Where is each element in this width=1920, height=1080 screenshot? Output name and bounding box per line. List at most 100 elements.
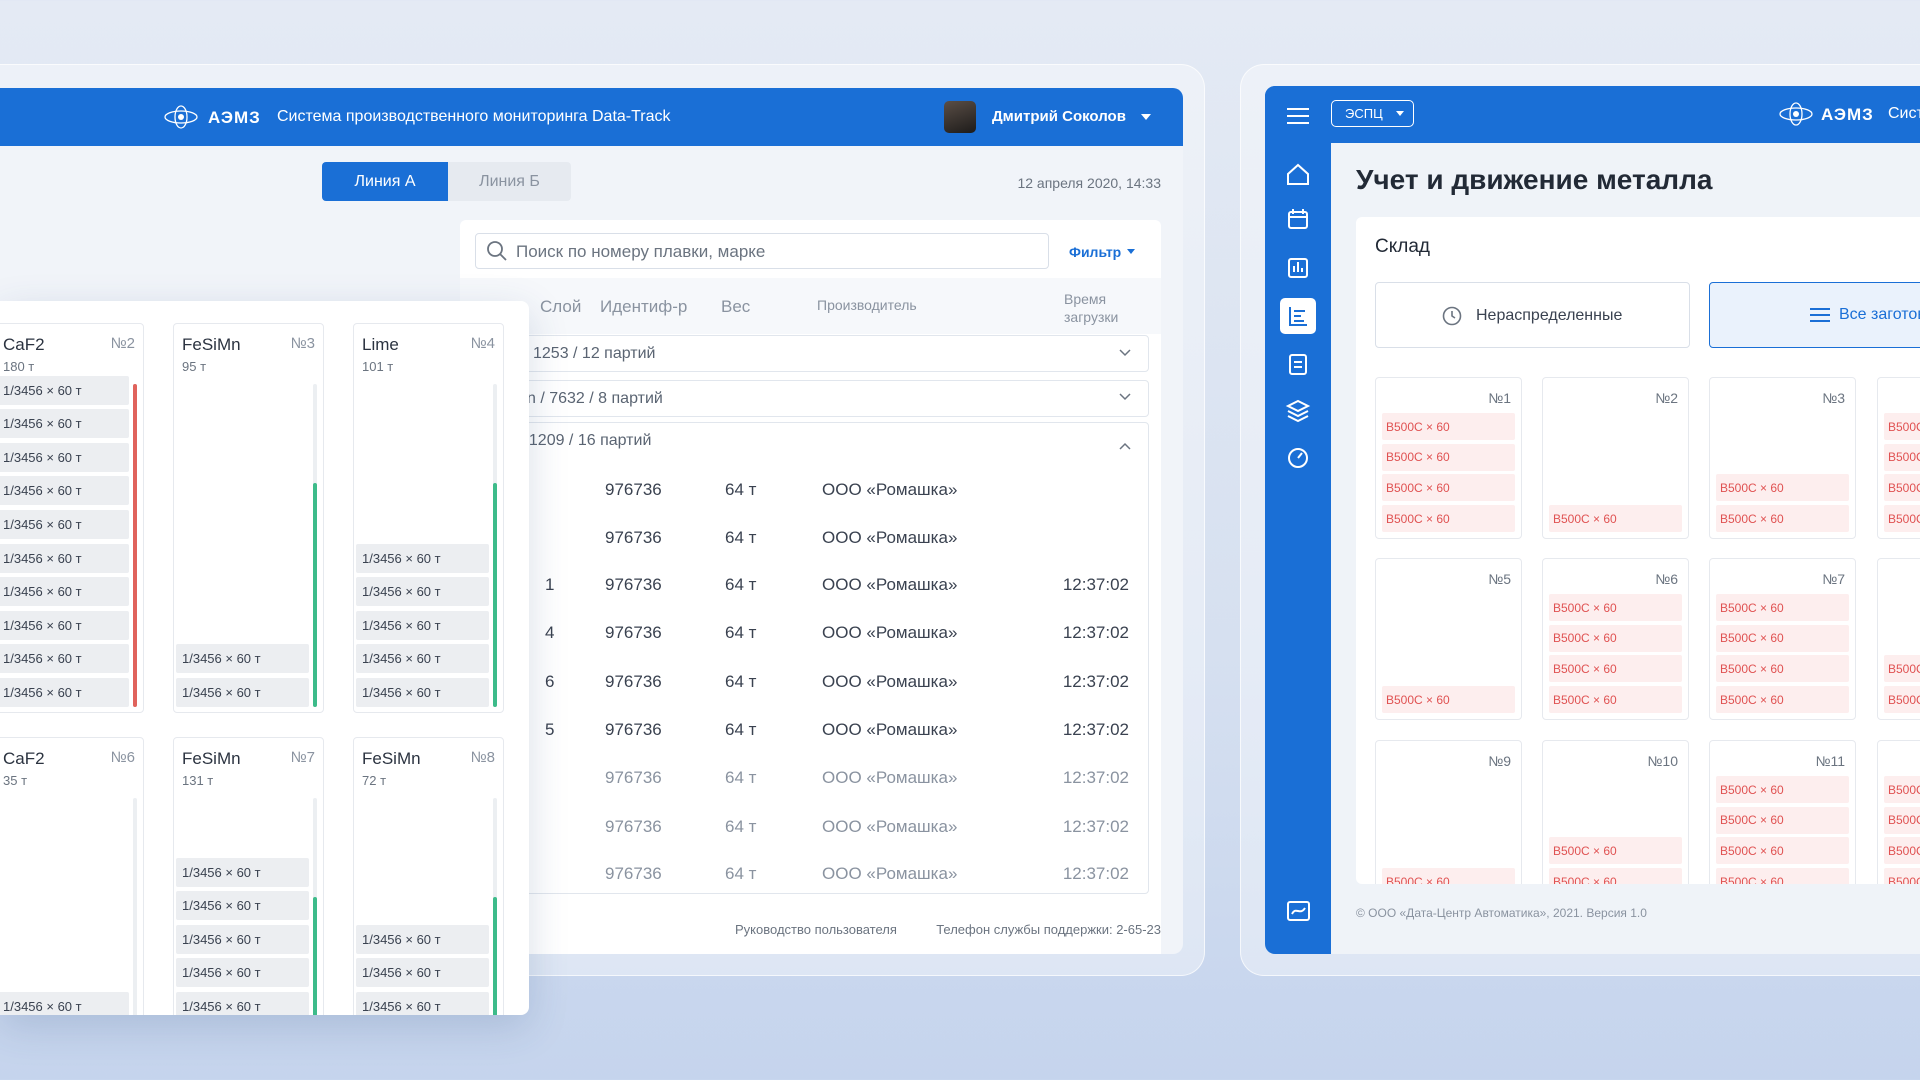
cell: ООО «Ромашка» [822, 575, 958, 594]
bunker-item: 1/3456 × 60 т [356, 610, 489, 640]
stock-item: В500С × 60 [1382, 505, 1515, 532]
bunker-name: FeSiMn [362, 749, 421, 768]
stock-item: В500С × 60 [1716, 474, 1849, 502]
footer-link[interactable]: Руководство пользователя [735, 922, 897, 937]
bunker-card[interactable]: FeSiMn №3 95 т 1/3456 × 60 т 1/3456 × 60 т [173, 323, 324, 713]
filter-caret [1127, 249, 1135, 254]
stock-item: В500С × 60 [1884, 505, 1920, 532]
stock-card[interactable]: №3 В500С × 60 В500С × 60 [1709, 377, 1856, 539]
nav-icons[interactable] [1265, 146, 1331, 954]
stock-card[interactable]: №5 В500С × 60 [1375, 558, 1522, 720]
bunker-name: CaF2 [3, 749, 45, 768]
cell: 976736 [605, 672, 662, 691]
bunker-number: №8 [470, 749, 495, 766]
bunker-card[interactable]: CaF2 №2 180 т 1/3456 × 60 т 1/3456 × 60 т 1/3… [0, 323, 144, 713]
stock-card[interactable]: №1 В500С × 60 В500С × 60 В500С × 60 В500С × … [1375, 377, 1522, 539]
bunker-number: №7 [290, 749, 315, 766]
dropdown-caret[interactable] [1141, 114, 1151, 120]
bunker-card[interactable]: Lime №4 101 т 1/3456 × 60 т 1/3456 × 60 т 1/3… [353, 323, 504, 713]
search-box[interactable] [475, 233, 1049, 269]
tab[interactable]: Все заготовки [1709, 282, 1920, 348]
bunker-item: 1/3456 × 60 т [356, 577, 489, 607]
stock-item: В500С × 60 [1549, 505, 1682, 532]
group-label: / 1209 / 16 партий [520, 432, 652, 449]
tab[interactable]: Нераспределенные [1375, 282, 1690, 348]
menu-button[interactable] [1286, 107, 1310, 125]
chevron-down[interactable] [1119, 393, 1131, 401]
table-header [460, 278, 1161, 334]
card-number: №6 [1655, 571, 1678, 587]
bunker-item: 1/3456 × 60 т [0, 610, 129, 640]
bunker-card[interactable]: FeSiMn №8 72 т 1/3456 × 60 т 1/3456 × 60 т 1/… [353, 737, 504, 1015]
stock-card[interactable]: №6 В500С × 60 В500С × 60 В500С × 60 В500С × … [1542, 558, 1689, 720]
cell: 976736 [605, 720, 662, 739]
tab[interactable]: Линия А [322, 162, 448, 201]
stock-item: В500С × 60 [1716, 655, 1849, 683]
user-name[interactable]: Дмитрий Соколов [992, 108, 1126, 125]
stock-card[interactable]: №7 В500С × 60 В500С × 60 В500С × 60 В500С × … [1709, 558, 1856, 720]
bunker-item: 1/3456 × 60 т [356, 958, 489, 988]
selector-label[interactable]: ЭСПЦ [1345, 106, 1383, 121]
cell: 12:37:02 [1062, 672, 1129, 691]
stock-item: В500С × 60 [1549, 594, 1682, 622]
bunker-number: №3 [290, 335, 315, 352]
selector[interactable] [1331, 100, 1414, 127]
stock-item: В500С × 60 [1884, 443, 1920, 471]
bunker-item: 1/3456 × 60 т [176, 992, 309, 1015]
bunker-weight: 72 т [362, 773, 387, 788]
bunker-item: 1/3456 × 60 т [0, 476, 129, 506]
bunker-weight: 95 т [182, 359, 207, 374]
stock-item: В500С × 60 [1382, 443, 1515, 471]
bunker-card[interactable]: CaF2 №6 35 т 1/3456 × 60 т [0, 737, 144, 1015]
cell: 976736 [605, 768, 662, 787]
bunker-name: Lime [362, 335, 399, 354]
bunker-weight: 35 т [3, 773, 28, 788]
clock-icon [1442, 306, 1462, 326]
stock-card[interactable]: В500С × 60 В500С × 60 [1877, 558, 1920, 720]
column-header: Вес [721, 297, 751, 316]
stock-card[interactable]: №10 В500С × 60 В500С × 60 [1542, 740, 1689, 884]
cell: ООО «Ромашка» [822, 480, 958, 499]
filter-button[interactable]: Фильтр [1069, 244, 1122, 260]
group-label: n / 7632 / 8 партий [527, 390, 663, 407]
dropdown-caret[interactable] [1396, 111, 1404, 116]
brand: АЭМЗ [1821, 105, 1874, 124]
level-bar [313, 897, 317, 1015]
avatar[interactable] [944, 101, 976, 133]
card-number: №7 [1822, 571, 1845, 587]
chevron-up[interactable] [1119, 442, 1131, 450]
bunker-item: 1/3456 × 60 т [0, 543, 129, 573]
bunker-item: 1/3456 × 60 т [0, 375, 129, 405]
cell: 64 т [725, 480, 757, 499]
cell: 64 т [725, 864, 757, 883]
stock-item: В500С × 60 [1549, 624, 1682, 652]
copyright: © ООО «Дата-Центр Автоматика», 2021. Вер… [1356, 906, 1647, 920]
stock-card[interactable]: №2 В500С × 60 [1542, 377, 1689, 539]
chevron-down[interactable] [1119, 349, 1131, 357]
stock-card[interactable]: №11 В500С × 60 В500С × 60 В500С × 60 В500С ×… [1709, 740, 1856, 884]
bunker-number: №4 [470, 335, 495, 352]
bunker-weight: 180 т [3, 359, 35, 374]
stock-card[interactable]: №9 В500С × 60 [1375, 740, 1522, 884]
bunker-item: 1/3456 × 60 т [0, 409, 129, 439]
bunker-item: 1/3456 × 60 т [0, 442, 129, 472]
stock-item: В500С × 60 [1382, 868, 1515, 884]
stock-item: В500С × 60 [1884, 868, 1920, 884]
system-title: Система производственного мониторинга Da… [1888, 105, 1920, 122]
bunker-item: 1/3456 × 60 т [0, 510, 129, 539]
cell: 5 [545, 720, 555, 739]
bunker-item: 1/3456 × 60 т [176, 958, 309, 988]
cell: 976736 [605, 480, 662, 499]
bunker-weight: 131 т [182, 773, 214, 788]
bunker-item: 1/3456 × 60 т [356, 924, 489, 954]
stock-item: В500С × 60 [1716, 806, 1849, 834]
stock-item: В500С × 60 [1549, 655, 1682, 683]
bar-track [133, 798, 137, 1015]
cell: ООО «Ромашка» [822, 672, 958, 691]
tab[interactable]: Линия Б [448, 162, 571, 201]
cell: 6 [545, 672, 555, 691]
